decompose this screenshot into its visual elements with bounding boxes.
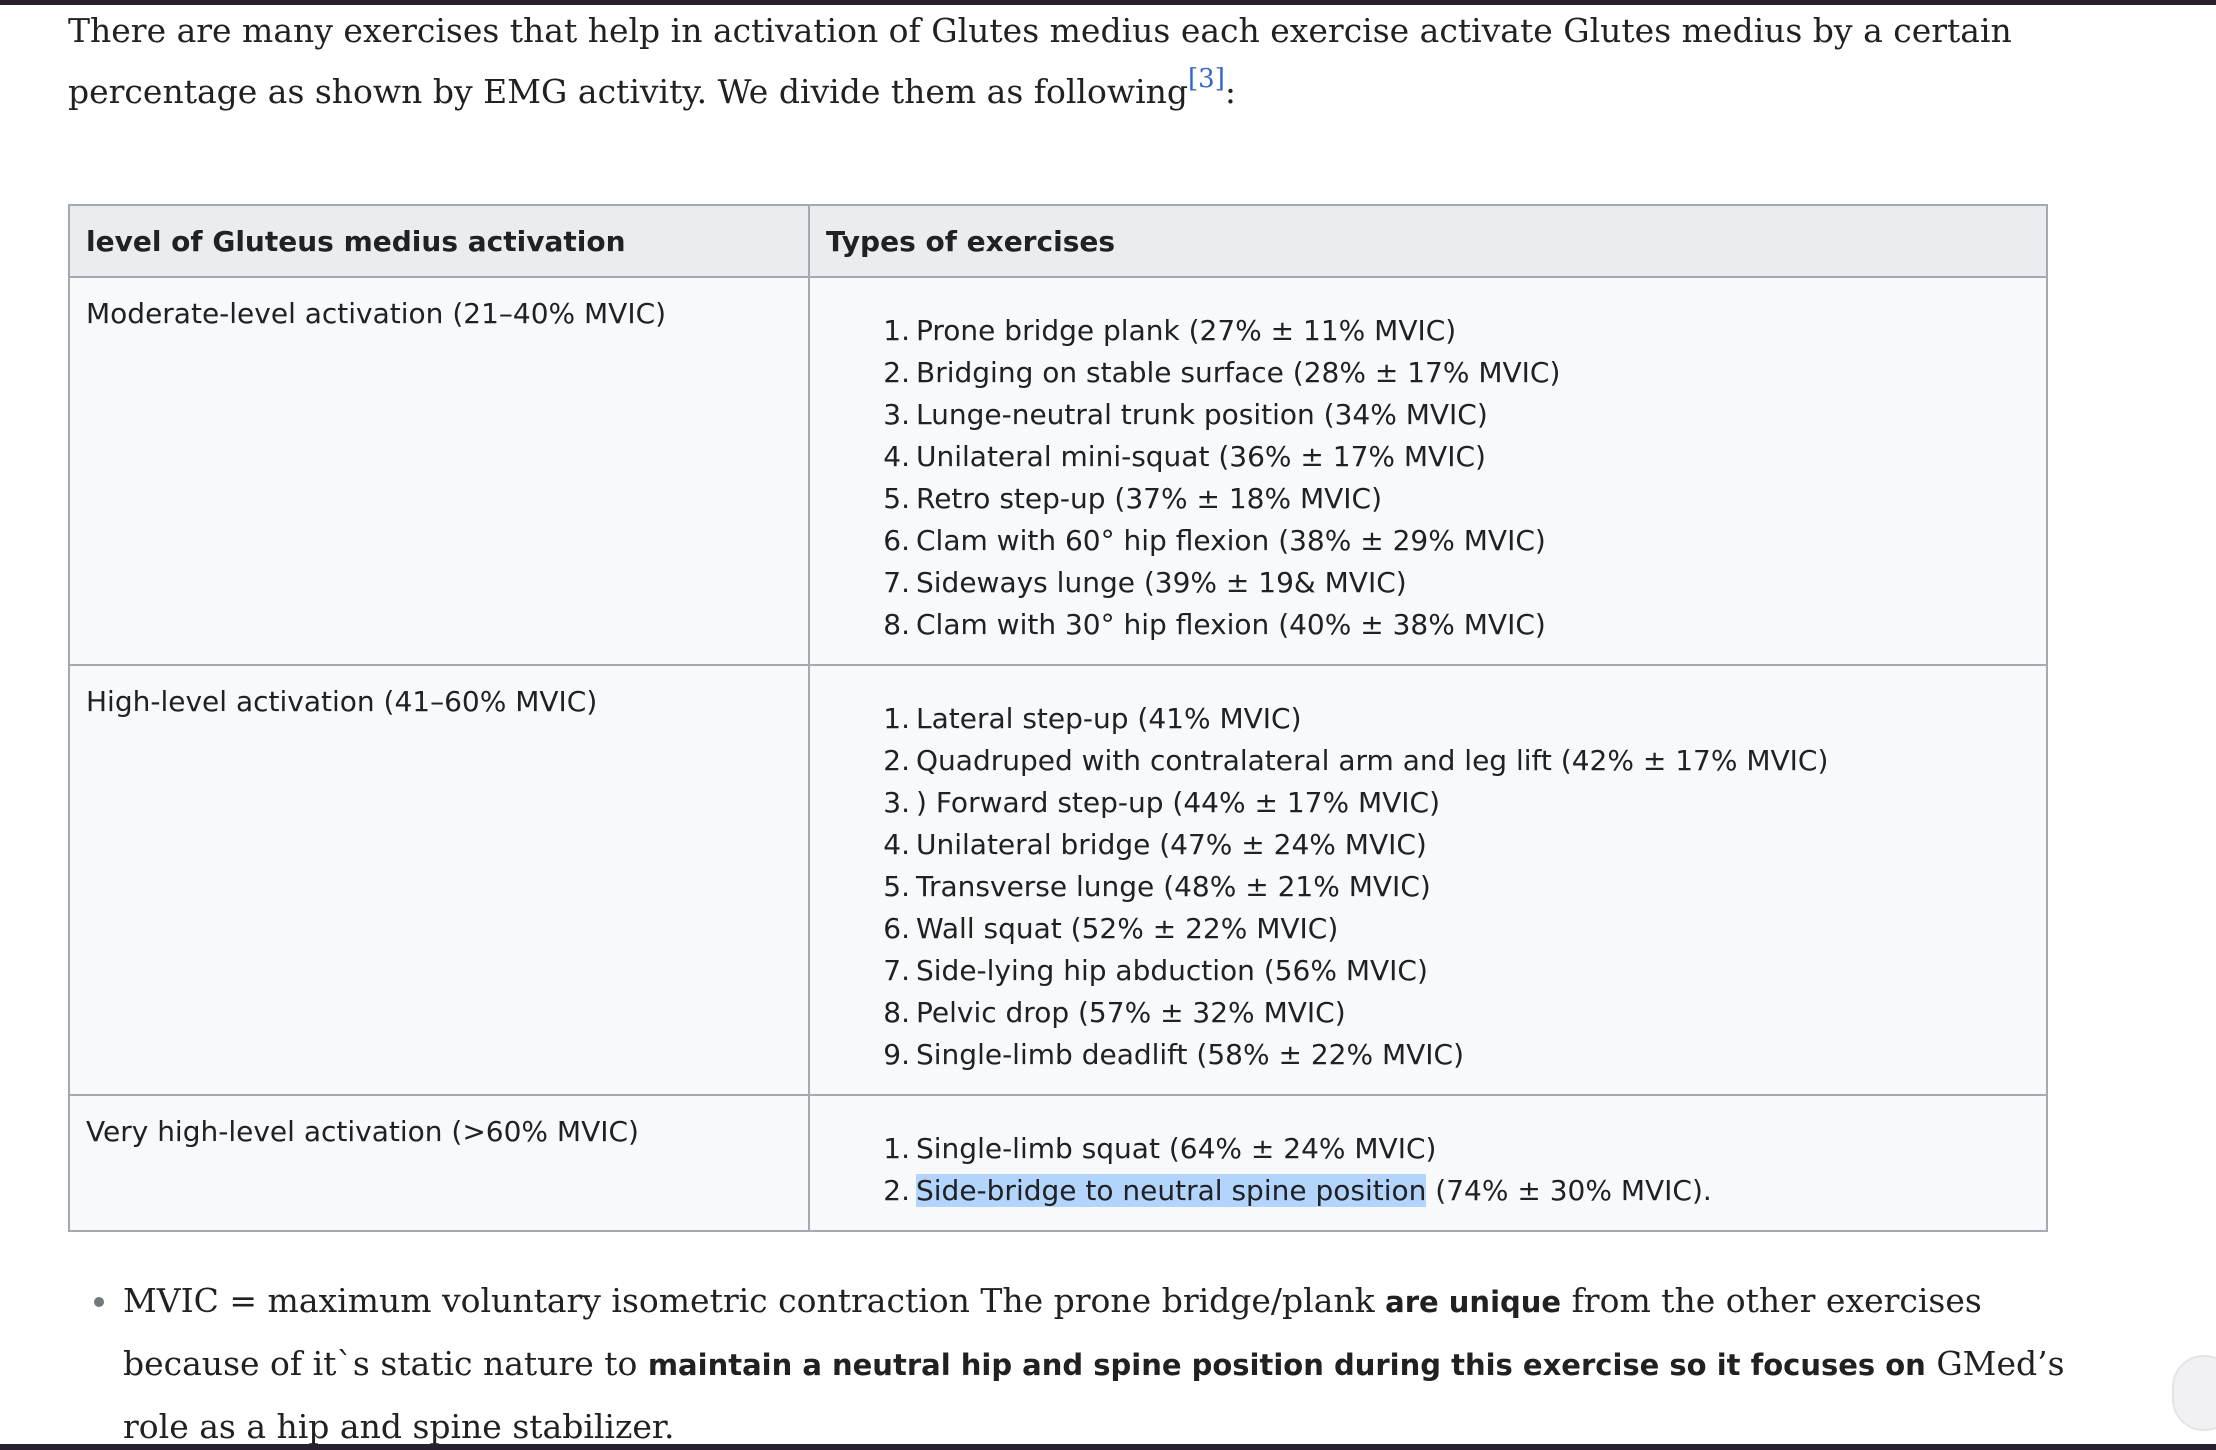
item-number: 8.: [883, 996, 910, 1029]
exercise-list: 1. Lateral step-up (41% MVIC) 2. Quadruped…: [810, 666, 2046, 1094]
bullet-icon: [94, 1297, 104, 1307]
list-item: 1. Lateral step-up (41% MVIC): [810, 698, 2046, 740]
level-label: High-level activation (41–60% MVIC): [86, 685, 598, 718]
level-cell: Very high-level activation (>60% MVIC): [68, 1094, 810, 1232]
level-label: Moderate-level activation (21–40% MVIC): [86, 297, 667, 330]
selected-text[interactable]: Side-bridge to neutral spine position: [916, 1174, 1427, 1207]
item-number: 6.: [883, 524, 910, 557]
list-item: 3. Lunge-neutral trunk position (34% MVIC…: [810, 394, 2046, 436]
list-item: 7. Side-lying hip abduction (56% MVIC): [810, 950, 2046, 992]
exercise-text: Pelvic drop (57% ± 32% MVIC): [916, 996, 1346, 1029]
exercise-text: Lunge-neutral trunk position (34% MVIC): [916, 398, 1488, 431]
exercise-text: Retro step-up (37% ± 18% MVIC): [916, 482, 1383, 515]
list-item: 1. Single-limb squat (64% ± 24% MVIC): [810, 1128, 2046, 1170]
item-number: 5.: [883, 870, 910, 903]
table-row-moderate: Moderate-level activation (21–40% MVIC) …: [68, 276, 2048, 666]
exercise-cell: 1. Lateral step-up (41% MVIC) 2. Quadruped…: [808, 664, 2048, 1096]
list-item: 6. Wall squat (52% ± 22% MVIC): [810, 908, 2046, 950]
list-item: 5. Transverse lunge (48% ± 21% MVIC): [810, 866, 2046, 908]
exercise-list: 1. Single-limb squat (64% ± 24% MVIC) 2. S…: [810, 1096, 2046, 1230]
exercise-text: Sideways lunge (39% ± 19& MVIC): [916, 566, 1407, 599]
exercise-text: Lateral step-up (41% MVIC): [916, 702, 1302, 735]
exercise-text: Transverse lunge (48% ± 21% MVIC): [916, 870, 1431, 903]
exercise-text: Unilateral bridge (47% ± 24% MVIC): [916, 828, 1427, 861]
item-number: 3.: [883, 398, 910, 431]
note-text: MVIC = maximum voluntary isometric contr…: [123, 1281, 1386, 1320]
table-header-row: level of Gluteus medius activation Types…: [68, 204, 2048, 278]
intro-text: There are many exercises that help in ac…: [68, 11, 2012, 111]
notes-list: MVIC = maximum voluntary isometric contr…: [68, 1270, 2078, 1450]
item-number: 1.: [883, 702, 910, 735]
exercise-text: Unilateral mini-squat (36% ± 17% MVIC): [916, 440, 1486, 473]
list-item: 4. Unilateral bridge (47% ± 24% MVIC): [810, 824, 2046, 866]
item-number: 1.: [883, 1132, 910, 1165]
exercise-text: Clam with 60° hip flexion (38% ± 29% MVI…: [916, 524, 1546, 557]
item-number: 6.: [883, 912, 910, 945]
exercise-text: Single-limb squat (64% ± 24% MVIC): [916, 1132, 1437, 1165]
exercise-text: ) Forward step-up (44% ± 17% MVIC): [916, 786, 1441, 819]
list-item: 8. Clam with 30° hip flexion (40% ± 38% M…: [810, 604, 2046, 646]
header-level: level of Gluteus medius activation: [68, 204, 810, 278]
exercise-cell: 1. Single-limb squat (64% ± 24% MVIC) 2. S…: [808, 1094, 2048, 1232]
reference-link[interactable]: [3]: [1188, 64, 1225, 94]
item-number: 2.: [883, 356, 910, 389]
item-number: 3.: [883, 786, 910, 819]
item-number: 5.: [883, 482, 910, 515]
exercise-cell: 1. Prone bridge plank (27% ± 11% MVIC) 2.…: [808, 276, 2048, 666]
item-number: 4.: [883, 828, 910, 861]
exercise-text: Side-lying hip abduction (56% MVIC): [916, 954, 1428, 987]
scroll-button[interactable]: [2172, 1355, 2216, 1431]
item-number: 1.: [883, 314, 910, 347]
list-item: 2. Side-bridge to neutral spine position …: [810, 1170, 2046, 1212]
activation-table: level of Gluteus medius activation Types…: [68, 204, 2048, 1232]
exercise-text: Wall squat (52% ± 22% MVIC): [916, 912, 1339, 945]
table-row-high: High-level activation (41–60% MVIC) 1. La…: [68, 664, 2048, 1096]
exercise-text: (74% ± 30% MVIC).: [1426, 1174, 1712, 1207]
list-item: 5. Retro step-up (37% ± 18% MVIC): [810, 478, 2046, 520]
item-number: 8.: [883, 608, 910, 641]
item-number: 2.: [883, 744, 910, 777]
list-item: 2. Quadruped with contralateral arm and l…: [810, 740, 2046, 782]
list-item: 8. Pelvic drop (57% ± 32% MVIC): [810, 992, 2046, 1034]
header-exercises: Types of exercises: [808, 204, 2048, 278]
list-item: 7. Sideways lunge (39% ± 19& MVIC): [810, 562, 2046, 604]
item-number: 2.: [883, 1174, 910, 1207]
note-bold: are unique: [1385, 1285, 1562, 1319]
list-item: MVIC = maximum voluntary isometric contr…: [68, 1270, 2078, 1450]
list-item: 6. Clam with 60° hip flexion (38% ± 29% M…: [810, 520, 2046, 562]
list-item: 1. Prone bridge plank (27% ± 11% MVIC): [810, 310, 2046, 352]
list-item: 9. Single-limb deadlift (58% ± 22% MVIC): [810, 1034, 2046, 1076]
list-item: 3.) Forward step-up (44% ± 17% MVIC): [810, 782, 2046, 824]
exercise-list: 1. Prone bridge plank (27% ± 11% MVIC) 2.…: [810, 278, 2046, 664]
table-row-very-high: Very high-level activation (>60% MVIC) 1…: [68, 1094, 2048, 1232]
item-number: 7.: [883, 566, 910, 599]
exercise-text: Clam with 30° hip flexion (40% ± 38% MVI…: [916, 608, 1546, 641]
note-text: from the other exercises because of it`s…: [123, 1281, 1982, 1383]
note-bold: maintain a neutral hip and spine positio…: [647, 1348, 1926, 1382]
list-item: 4. Unilateral mini-squat (36% ± 17% MVIC): [810, 436, 2046, 478]
level-cell: Moderate-level activation (21–40% MVIC): [68, 276, 810, 666]
list-item: 2. Bridging on stable surface (28% ± 17% …: [810, 352, 2046, 394]
level-label: Very high-level activation (>60% MVIC): [86, 1115, 639, 1148]
item-number: 4.: [883, 440, 910, 473]
exercise-text: Quadruped with contralateral arm and leg…: [916, 744, 1829, 777]
item-number: 7.: [883, 954, 910, 987]
exercise-text: Single-limb deadlift (58% ± 22% MVIC): [916, 1038, 1465, 1071]
level-cell: High-level activation (41–60% MVIC): [68, 664, 810, 1096]
exercise-text: Prone bridge plank (27% ± 11% MVIC): [916, 314, 1457, 347]
item-number: 9.: [883, 1038, 910, 1071]
intro-paragraph: There are many exercises that help in ac…: [68, 0, 2078, 122]
intro-colon: :: [1224, 72, 1236, 111]
exercise-text: Bridging on stable surface (28% ± 17% MV…: [916, 356, 1561, 389]
bottom-border: [0, 1444, 2216, 1450]
top-border: [0, 0, 2216, 5]
note-text: GMed’s role as a hip and spine stabilize…: [123, 1344, 2065, 1446]
reference-sup: [3]: [1188, 64, 1225, 94]
